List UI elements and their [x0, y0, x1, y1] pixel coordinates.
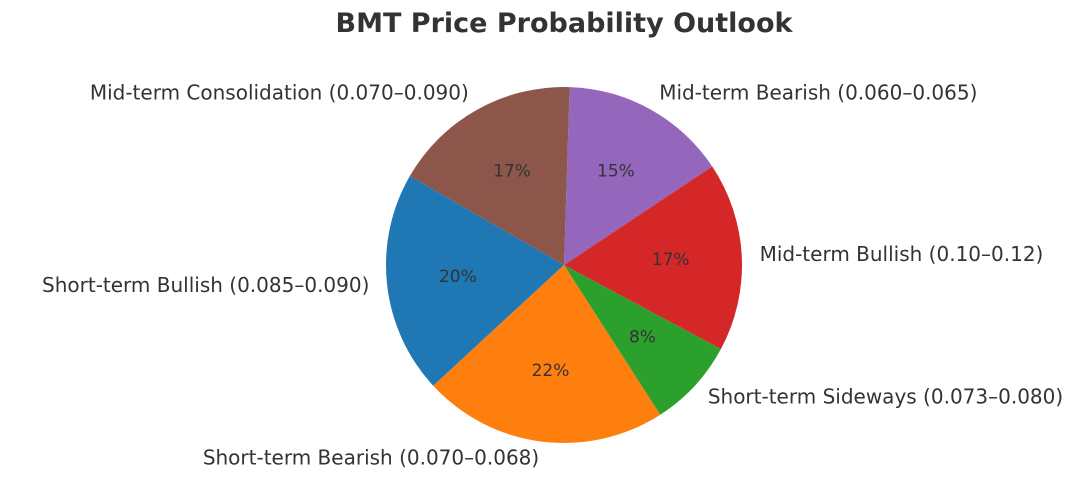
pie-slices	[386, 87, 743, 443]
pie-slice-3	[564, 166, 743, 350]
pie-slice-4	[564, 87, 713, 265]
pie-slice-2	[564, 265, 721, 415]
pie-slice-percent-label: 20%	[439, 267, 477, 287]
pie-slice-1	[433, 265, 661, 443]
pie-slice-percent-label: 17%	[493, 162, 531, 182]
pie-slice-percent-label: 17%	[652, 250, 690, 270]
pie-slice-category-label: Mid-term Bullish (0.10–0.12)	[760, 242, 1044, 266]
pie-slice-5	[409, 87, 570, 266]
chart-title: BMT Price Probability Outlook	[336, 8, 794, 39]
pie-slice-0	[386, 176, 564, 386]
pie-slice-category-label: Short-term Sideways (0.073–0.080)	[708, 384, 1063, 408]
pie-slice-category-label: Short-term Bullish (0.085–0.090)	[42, 273, 369, 297]
pie-slice-percent-label: 15%	[597, 162, 635, 182]
pie-slice-category-label: Short-term Bearish (0.070–0.068)	[203, 446, 539, 470]
pie-slice-percent-label: 22%	[532, 361, 570, 381]
pie-slice-category-label: Mid-term Bearish (0.060–0.065)	[659, 80, 977, 104]
pie-slice-category-label: Mid-term Consolidation (0.070–0.090)	[90, 80, 469, 104]
slice-labels: 20% Short-term Bullish (0.085–0.090) 22% Sh…	[42, 80, 1063, 469]
pie-slice-percent-label: 8%	[629, 327, 656, 347]
